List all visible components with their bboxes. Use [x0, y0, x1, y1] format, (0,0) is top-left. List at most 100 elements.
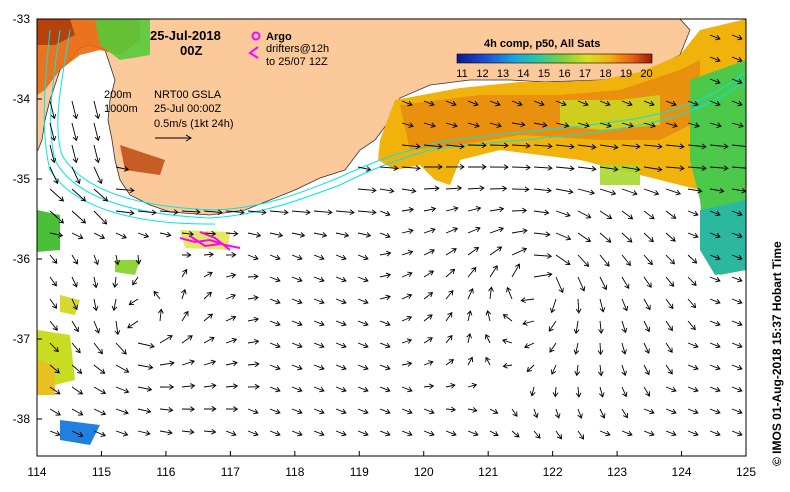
current-arrow	[379, 364, 391, 371]
current-arrow	[247, 338, 260, 345]
current-arrow	[92, 298, 99, 312]
current-arrow	[709, 165, 729, 172]
current-arrow	[599, 122, 612, 128]
colorbar-tick-label: 11	[456, 68, 467, 80]
current-arrow	[555, 232, 572, 241]
current-arrow	[709, 34, 721, 41]
y-tick-label: -36	[13, 252, 31, 266]
current-arrow	[49, 342, 59, 353]
current-arrow	[181, 208, 201, 215]
current-arrow	[643, 143, 663, 150]
current-arrow	[621, 408, 628, 419]
current-arrow	[335, 232, 350, 238]
current-arrow	[49, 386, 61, 395]
current-arrow	[520, 297, 535, 304]
current-arrow	[598, 320, 604, 335]
current-arrow	[577, 430, 585, 440]
current-arrow	[423, 314, 433, 322]
product-time: 25-Jul 00:00Z	[154, 103, 222, 115]
current-arrow	[93, 188, 109, 202]
current-arrow	[313, 254, 325, 261]
current-arrow	[598, 386, 605, 398]
current-arrow	[489, 164, 509, 171]
current-arrow	[445, 406, 457, 413]
current-arrow	[485, 356, 491, 366]
legend-drifters-to: to 25/07 12Z	[266, 56, 328, 68]
current-arrow	[533, 253, 553, 259]
current-arrow	[466, 332, 472, 344]
current-arrow	[203, 383, 217, 389]
current-arrow	[445, 312, 453, 322]
current-arrow	[665, 320, 673, 332]
current-arrow	[665, 408, 677, 415]
current-arrow	[71, 342, 81, 354]
current-arrow	[599, 408, 606, 419]
y-tick-label: -38	[13, 412, 31, 426]
current-arrow	[335, 209, 355, 216]
current-arrow	[291, 232, 306, 238]
map-time: 00Z	[180, 43, 202, 58]
current-arrow	[467, 430, 479, 437]
current-arrow	[489, 206, 505, 213]
current-arrow	[555, 254, 571, 266]
current-arrow	[621, 276, 630, 290]
current-arrow	[357, 320, 369, 327]
colorbar-tick-label: 12	[476, 68, 488, 80]
current-arrow	[225, 272, 237, 279]
current-arrow	[533, 165, 553, 171]
current-arrow	[665, 122, 678, 128]
current-arrow	[709, 430, 721, 437]
current-arrow	[137, 209, 157, 216]
colorbar-tick-label: 14	[517, 68, 529, 80]
current-arrow	[643, 254, 653, 266]
current-arrow	[524, 342, 535, 349]
current-arrow	[93, 166, 103, 185]
current-arrow	[709, 100, 721, 107]
current-arrow	[313, 408, 325, 415]
current-arrow	[445, 268, 456, 278]
current-arrow	[93, 144, 101, 164]
current-arrow	[181, 406, 196, 413]
current-arrow	[467, 382, 478, 389]
current-arrow	[225, 293, 237, 300]
current-arrow	[203, 406, 217, 412]
current-arrow	[71, 276, 78, 288]
current-arrow	[269, 408, 281, 415]
current-arrow	[379, 272, 392, 279]
current-arrow	[643, 430, 655, 437]
current-arrow	[511, 263, 521, 278]
current-arrow	[269, 342, 281, 349]
colorbar-tick-label: 18	[599, 68, 611, 80]
current-arrow	[137, 408, 152, 414]
current-arrow	[291, 254, 303, 261]
current-arrow	[467, 356, 473, 366]
current-arrow	[112, 276, 119, 289]
current-arrow	[159, 407, 174, 413]
current-arrow	[687, 430, 699, 437]
current-arrow	[203, 251, 215, 258]
current-arrow	[577, 188, 596, 196]
current-arrow	[599, 210, 613, 220]
current-arrow	[489, 122, 502, 128]
current-arrow	[93, 408, 107, 416]
current-arrow	[159, 335, 173, 344]
current-arrow	[71, 386, 84, 395]
current-arrow	[423, 185, 440, 192]
current-arrow	[71, 210, 87, 224]
current-arrow	[489, 185, 508, 192]
current-arrow	[599, 166, 619, 172]
current-arrow	[643, 122, 656, 128]
current-arrow	[445, 430, 457, 437]
current-arrow	[401, 408, 413, 415]
y-tick-label: -33	[13, 12, 31, 26]
current-arrow	[709, 408, 721, 415]
current-arrow	[379, 210, 391, 217]
current-arrow	[423, 337, 433, 344]
current-arrow	[401, 100, 413, 107]
current-arrow	[159, 429, 173, 436]
current-arrow	[687, 386, 699, 393]
current-arrow	[181, 252, 192, 258]
current-arrow	[225, 383, 239, 390]
current-arrow	[709, 364, 721, 371]
current-arrow	[665, 298, 674, 310]
